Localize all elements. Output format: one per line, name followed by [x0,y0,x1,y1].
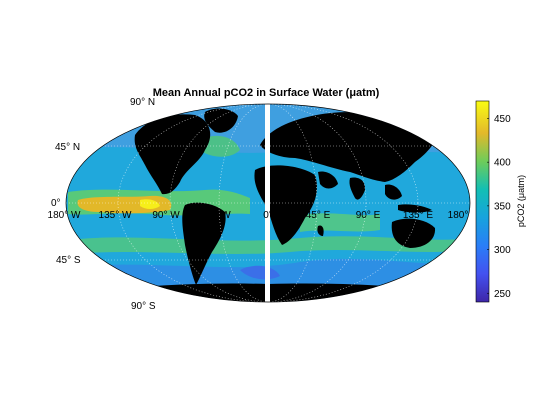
lon-label-180w: 180° W [48,210,81,221]
land-north-america [134,114,211,195]
lat-label-90s: 90° S [131,301,156,312]
land-india [349,177,366,200]
map-frame [66,104,470,302]
lon-label-90e: 90° E [356,210,381,221]
graticule-meridian-45 [218,104,318,302]
missing-data-strip [265,104,270,302]
colorbar-scale [475,100,490,303]
colorbar-tick-label: 400 [494,158,511,169]
lat-label-0: 0° [51,198,61,209]
land-madagascar [317,225,324,236]
land-greenland [204,108,238,133]
colorbar-label: pCO2 (μatm) [516,175,526,227]
graticule [66,104,470,302]
ocean-north-atlantic-band [200,135,240,157]
lon-label-135w: 135° W [99,210,132,221]
land-arabia [318,171,338,189]
map-title: Mean Annual pCO2 in Surface Water (μatm) [153,87,380,99]
land-eurasia [260,112,440,182]
globe-outline [65,103,471,303]
land-indonesia [398,204,432,213]
lon-label-90w: 90° W [152,210,180,221]
colorbar-tick-label: 450 [494,114,511,125]
lon-label-45e: 45° E [306,210,331,221]
colorbar-tick-label: 250 [494,289,511,300]
colorbar-tick-label: 350 [494,201,511,212]
land-south-america [182,202,226,285]
lat-label-90n: 90° N [130,97,155,108]
ocean-peak-pacific [140,199,160,209]
land-new-zealand [451,251,459,262]
lon-label-45w: 45° W [203,210,231,221]
latitude-labels: 90° N 45° N 0° 45° S 90° S [51,97,156,312]
lon-label-135e: 135° E [403,210,433,221]
colorbar-tick-label: 300 [494,245,511,256]
land-australia [391,218,436,248]
lon-label-0: 0° [263,210,273,221]
lat-label-45s: 45° S [56,255,81,266]
colorbar-ticks: 250 300 350 400 450 [487,114,511,300]
colorbar: 250 300 350 400 450 pCO2 (μatm) [475,100,526,303]
land-southeast-asia [385,184,402,200]
lon-label-180e: 180° [448,210,469,221]
lat-label-45n: 45° N [55,142,80,153]
land-africa [254,165,317,245]
longitude-labels: 180° W 135° W 90° W 45° W 0° 45° E 90° E… [48,210,469,221]
